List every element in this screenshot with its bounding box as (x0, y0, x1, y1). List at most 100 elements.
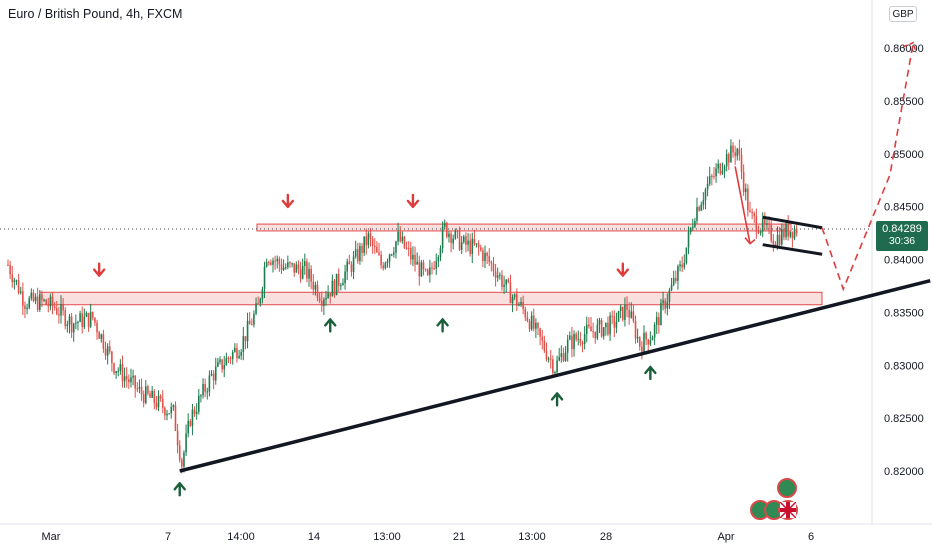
candle-body (282, 267, 285, 270)
candle-body (696, 207, 698, 222)
candle-body (138, 386, 141, 389)
candle-body (728, 154, 730, 163)
candle-body (123, 376, 126, 382)
candle-body (64, 310, 67, 327)
candle-body (280, 264, 283, 270)
candle-body (164, 407, 166, 416)
candle-body (7, 264, 9, 266)
candle-body (314, 284, 317, 290)
candle-body (679, 264, 681, 267)
candle-body (312, 281, 315, 290)
candle-body (214, 366, 217, 381)
candle-body (772, 240, 775, 245)
candle-body (426, 269, 429, 275)
candle-body (581, 343, 584, 345)
candle-body (357, 249, 359, 262)
candle-body (140, 386, 143, 395)
candle-body (691, 226, 694, 228)
candle-body (170, 406, 173, 414)
candle-body (554, 372, 556, 374)
x-tick-label: 28 (600, 531, 612, 543)
candle-body (81, 313, 83, 327)
candle-body (717, 163, 719, 169)
candle-body (522, 302, 524, 309)
candle-body (367, 233, 370, 246)
candle-body (217, 362, 219, 367)
candle-body (331, 280, 334, 297)
candle-body (592, 331, 594, 333)
candle-body (204, 383, 206, 392)
candle-body (32, 292, 35, 301)
candle-body (452, 238, 454, 244)
candle-body (350, 264, 353, 272)
y-tick-label: 0.85000 (884, 149, 924, 161)
x-tick-label: 7 (165, 531, 171, 543)
candle-body (34, 296, 37, 301)
candle-body (556, 360, 558, 373)
candle-body (386, 261, 389, 264)
candle-body (79, 313, 81, 322)
candle-body (463, 236, 465, 243)
candle-body (486, 252, 488, 256)
candle-body (694, 221, 696, 227)
candle-body (622, 306, 624, 320)
candle-body (202, 383, 204, 396)
candle-body (257, 303, 259, 305)
candle-body (47, 304, 50, 307)
candle-body (320, 301, 323, 306)
candle-body (227, 357, 230, 359)
candle-body (689, 227, 692, 233)
candle-body (136, 388, 139, 390)
candle-body (577, 338, 580, 340)
candle-body (142, 394, 145, 403)
candle-body (484, 252, 486, 262)
candle-body (764, 218, 766, 225)
x-tick-label: 13:00 (373, 531, 401, 543)
y-tick-label: 0.84000 (884, 255, 924, 267)
candle-body (759, 231, 762, 234)
symbol-title[interactable]: Euro / British Pound, 4h, FXCM (8, 7, 183, 21)
candle-body (638, 337, 641, 347)
candle-body (108, 346, 111, 352)
candle-body (738, 148, 741, 155)
candle-body (348, 261, 351, 265)
candle-body (753, 213, 756, 217)
candle-body (168, 413, 170, 415)
candle-body (424, 269, 427, 271)
currency-badge[interactable]: GBP (889, 6, 917, 22)
bar-countdown: 30:36 (888, 235, 916, 247)
candle-body (62, 304, 64, 311)
candle-body (677, 266, 679, 281)
candle-body (121, 364, 124, 382)
candle-body (513, 294, 516, 298)
candle-body (742, 171, 745, 193)
uk-flag-icon[interactable] (778, 500, 798, 520)
green-circle-icon[interactable] (777, 478, 797, 498)
up-arrow-icon (644, 365, 657, 381)
x-tick-label: 6 (808, 531, 814, 543)
candle-body (83, 316, 86, 327)
drop-arrow-head (744, 237, 756, 245)
candle-body (221, 359, 223, 370)
y-tick-label: 0.86000 (884, 43, 924, 55)
candle-body (575, 333, 577, 340)
candle-body (418, 261, 421, 277)
candle-body (403, 236, 406, 248)
candle-body (537, 322, 539, 329)
candle-body (337, 273, 340, 286)
candle-body (734, 152, 736, 157)
candle-body (28, 298, 30, 308)
candle-body (473, 238, 476, 245)
candle-body (524, 308, 527, 318)
candle-body (713, 176, 715, 178)
last-price: 0.84289 (882, 223, 922, 235)
candle-body (787, 223, 789, 237)
candle-body (569, 335, 571, 340)
support-zone (39, 291, 823, 306)
candle-body (151, 390, 153, 398)
candle-body (617, 311, 620, 322)
candle-body (36, 296, 39, 310)
candle-body (509, 282, 512, 304)
projection-arrow-head (902, 41, 918, 53)
